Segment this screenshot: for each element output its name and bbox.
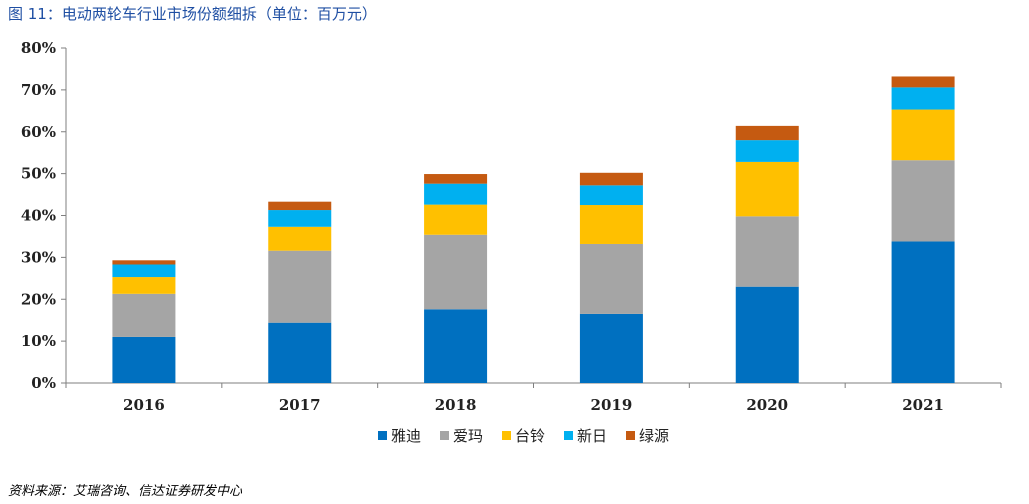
bar-segment-雅迪-2018: [424, 309, 488, 383]
legend-swatch: [564, 431, 573, 440]
y-tick-label: 30%: [21, 248, 56, 266]
bar-segment-雅迪-2019: [579, 313, 643, 383]
legend: 雅迪 爱玛 台铃 新日 绿源: [378, 427, 669, 445]
bar-segment-台铃-2020: [735, 161, 799, 217]
bar-segment-雅迪-2017: [268, 322, 332, 383]
x-tick-label: 2020: [746, 396, 788, 414]
y-tick-label: 50%: [21, 165, 56, 183]
y-tick-label: 80%: [21, 39, 56, 57]
bar-segment-新日-2019: [579, 185, 643, 206]
y-tick-label: 60%: [21, 123, 56, 141]
bar-segment-台铃-2021: [891, 109, 955, 161]
bar-segment-雅迪-2020: [735, 286, 799, 383]
bar-segment-爱玛-2017: [268, 250, 332, 323]
legend-swatch: [440, 431, 449, 440]
bar-segment-爱玛-2018: [424, 234, 488, 310]
x-tick-label: 2021: [902, 396, 944, 414]
legend-label: 雅迪: [391, 427, 421, 445]
y-tick-label: 40%: [21, 207, 56, 225]
bar-segment-绿源-2017: [268, 201, 332, 211]
bar-segment-爱玛-2021: [891, 160, 955, 242]
y-tick-label: 70%: [21, 81, 56, 99]
axes: 0% 10% 20% 30% 40% 50% 60% 70% 80% 2016 2017 2018 20…: [21, 39, 1002, 414]
legend-label: 爱玛: [453, 427, 483, 445]
bar-segment-台铃-2019: [579, 205, 643, 244]
legend-swatch: [626, 431, 635, 440]
y-tick-label: 20%: [21, 290, 56, 308]
bar-segment-新日-2020: [735, 140, 799, 162]
y-tick-label: 0%: [31, 374, 56, 392]
y-tick-label: 10%: [21, 332, 56, 350]
legend-swatch: [502, 431, 511, 440]
chart-title: 图 11：电动两轮车行业市场份额细拆（单位：百万元）: [8, 5, 377, 23]
x-tick-label: 2019: [591, 396, 633, 414]
legend-label: 新日: [577, 427, 607, 445]
bar-segment-新日-2016: [112, 264, 176, 278]
bar-segment-新日-2018: [424, 183, 488, 205]
bar-segment-爱玛-2016: [112, 293, 176, 337]
bar-segment-新日-2017: [268, 210, 332, 227]
bar-segment-新日-2021: [891, 87, 955, 110]
bar-segment-台铃-2017: [268, 226, 332, 251]
bar-segment-绿源-2016: [112, 260, 176, 265]
bar-segment-绿源-2019: [579, 172, 643, 186]
legend-label: 台铃: [515, 427, 545, 445]
x-tick-label: 2017: [279, 396, 321, 414]
x-tick-label: 2016: [123, 396, 165, 414]
bar-segment-绿源-2020: [735, 125, 799, 141]
x-tick-label: 2018: [435, 396, 477, 414]
legend-swatch: [378, 431, 387, 440]
bar-segment-绿源-2018: [424, 174, 488, 184]
bar-segment-爱玛-2019: [579, 243, 643, 314]
bars: [112, 76, 955, 383]
bar-segment-雅迪-2016: [112, 336, 176, 383]
bar-segment-台铃-2016: [112, 277, 176, 294]
bar-segment-绿源-2021: [891, 76, 955, 88]
bar-segment-台铃-2018: [424, 204, 488, 235]
source-note: 资料来源：艾瑞咨询、信达证券研发中心: [8, 484, 243, 499]
legend-label: 绿源: [639, 427, 669, 445]
bar-segment-雅迪-2021: [891, 241, 955, 383]
bar-segment-爱玛-2020: [735, 216, 799, 287]
